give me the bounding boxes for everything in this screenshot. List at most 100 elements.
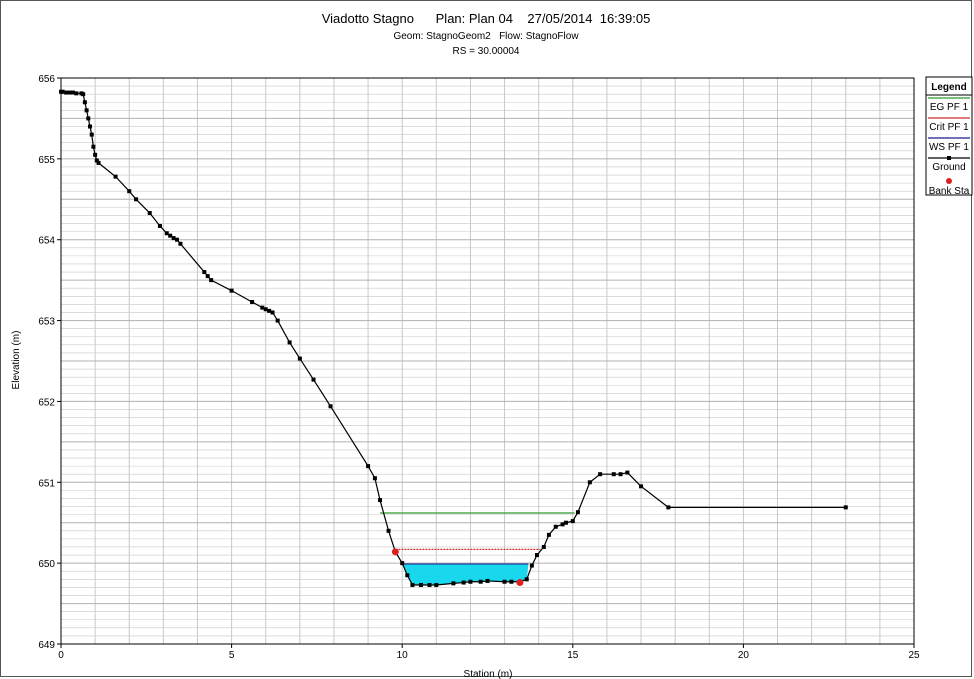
x-tick-label: 10 bbox=[397, 650, 409, 661]
ground-point bbox=[96, 160, 101, 165]
ground-point bbox=[91, 144, 96, 149]
ground-point bbox=[70, 90, 75, 95]
ground-point bbox=[164, 231, 169, 236]
legend-label: Bank Sta bbox=[929, 186, 970, 197]
ground-point bbox=[93, 152, 98, 157]
ground-point bbox=[202, 270, 207, 275]
legend-swatch-marker bbox=[947, 156, 951, 160]
chart-subtitle-rs: RS = 30.00004 bbox=[453, 46, 520, 57]
ground-point bbox=[427, 582, 432, 587]
y-tick-label: 650 bbox=[38, 559, 55, 570]
ground-point bbox=[478, 579, 483, 584]
ground-point bbox=[311, 377, 316, 382]
ground-point bbox=[89, 132, 94, 137]
bank-station-point bbox=[391, 548, 399, 556]
ground-point bbox=[81, 92, 86, 97]
legend-box bbox=[925, 76, 973, 196]
ground-point bbox=[263, 307, 268, 312]
ground-point bbox=[485, 578, 490, 583]
ground-point bbox=[297, 356, 302, 361]
legend-label: WS PF 1 bbox=[929, 142, 969, 153]
ground-point bbox=[372, 476, 377, 481]
ground-point bbox=[410, 582, 415, 587]
ground-point bbox=[502, 579, 507, 584]
ground-point bbox=[229, 288, 234, 293]
ground-point bbox=[534, 553, 539, 558]
ground-point bbox=[405, 573, 410, 578]
ground-point bbox=[127, 189, 132, 194]
x-axis-label: Station (m) bbox=[464, 669, 513, 679]
ground-point bbox=[553, 524, 558, 529]
ground-point bbox=[250, 299, 255, 304]
ground-point bbox=[366, 464, 371, 469]
x-tick-label: 15 bbox=[567, 650, 579, 661]
ground-point bbox=[74, 91, 79, 96]
ground-point bbox=[175, 237, 180, 242]
ground-point bbox=[86, 116, 91, 121]
water-surface-fill bbox=[402, 563, 529, 585]
legend: Legend EG PF 1 Crit PF 1 WS PF 1 Ground Bank… bbox=[925, 76, 973, 197]
ground-point bbox=[378, 498, 383, 503]
ground-point bbox=[524, 577, 529, 582]
ground-point bbox=[461, 580, 466, 585]
ground-point bbox=[82, 100, 87, 105]
x-tick-label: 20 bbox=[738, 650, 750, 661]
ground-point bbox=[134, 197, 139, 202]
ground-point bbox=[60, 89, 65, 94]
ground-point bbox=[843, 505, 848, 510]
ground-point bbox=[113, 174, 118, 179]
ground-point bbox=[275, 318, 280, 323]
ground-point bbox=[67, 90, 72, 95]
x-tick-label: 25 bbox=[908, 650, 920, 661]
ground-point bbox=[328, 404, 333, 409]
y-tick-label: 652 bbox=[38, 397, 55, 408]
ground-point bbox=[625, 470, 630, 475]
ground-point bbox=[451, 581, 456, 586]
ground-point bbox=[541, 544, 546, 549]
legend-label: Ground bbox=[932, 162, 965, 173]
ground-point bbox=[84, 108, 89, 113]
ground-point bbox=[563, 520, 568, 525]
x-tick-label: 5 bbox=[229, 650, 235, 661]
chart-subtitle-geometry-flow: Geom: StagnoGeom2 Flow: StagnoFlow bbox=[393, 31, 579, 42]
ground-point bbox=[94, 158, 99, 163]
ground-point bbox=[598, 472, 603, 477]
ground-point bbox=[434, 582, 439, 587]
y-tick-label: 655 bbox=[38, 155, 55, 166]
ground-point bbox=[267, 308, 272, 313]
axis-ticks: 0 5 10 15 20 25 649 650 651 652 653 654 655 656 bbox=[38, 74, 920, 661]
ground-point bbox=[639, 484, 644, 489]
ground-point bbox=[287, 340, 292, 345]
series-layer bbox=[59, 89, 848, 587]
chart-title: Viadotto Stagno Plan: Plan 04 27/05/2014… bbox=[322, 11, 651, 26]
ground-point bbox=[64, 90, 69, 95]
x-tick-label: 0 bbox=[58, 650, 64, 661]
ground-point bbox=[666, 505, 671, 510]
ground-point bbox=[509, 579, 514, 584]
plot-area-border bbox=[60, 77, 915, 645]
grid bbox=[60, 77, 915, 645]
series-ground-line bbox=[61, 91, 846, 586]
y-tick-label: 656 bbox=[38, 74, 55, 85]
ground-point bbox=[171, 236, 176, 241]
ground-point bbox=[178, 241, 183, 246]
legend-swatch-dot bbox=[946, 178, 952, 184]
ground-point bbox=[147, 211, 152, 216]
ground-point bbox=[168, 233, 173, 238]
ground-point bbox=[575, 510, 580, 515]
ground-point bbox=[260, 305, 265, 310]
y-tick-label: 651 bbox=[38, 478, 55, 489]
y-tick-label: 653 bbox=[38, 317, 55, 328]
legend-label: Crit PF 1 bbox=[929, 122, 969, 133]
ground-point bbox=[611, 472, 616, 477]
ground-point bbox=[529, 563, 534, 568]
ground-point bbox=[546, 532, 551, 537]
legend-title: Legend bbox=[931, 82, 967, 93]
ground-point bbox=[587, 480, 592, 485]
ground-point bbox=[88, 124, 93, 129]
ground-point bbox=[570, 519, 575, 524]
ground-point bbox=[418, 582, 423, 587]
ground-point bbox=[270, 310, 275, 315]
